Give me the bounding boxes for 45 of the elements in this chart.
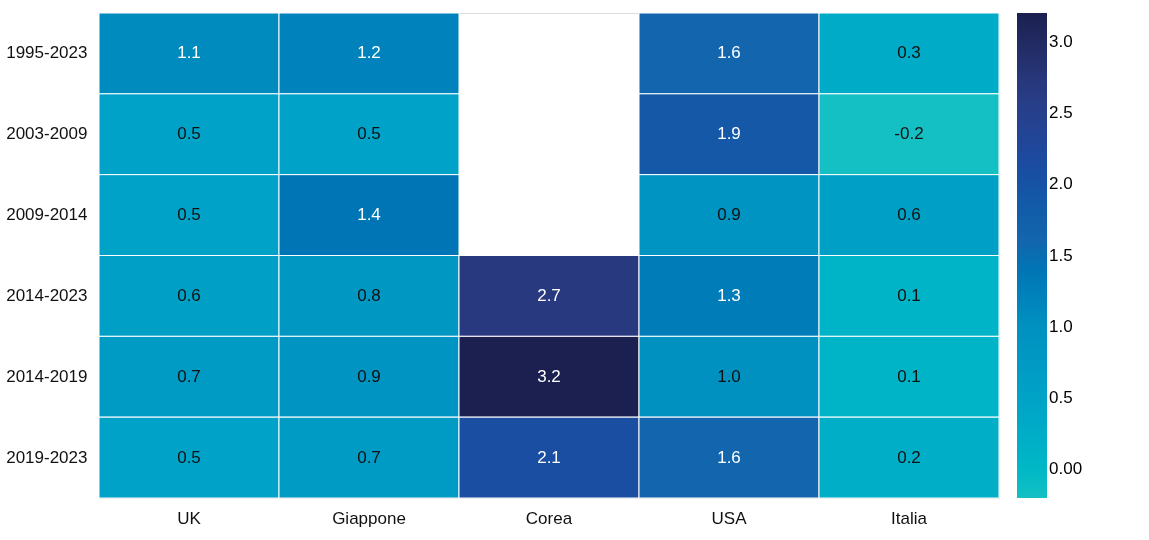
x-tick-label: Giappone: [332, 508, 406, 528]
data-label: 0.9: [357, 366, 381, 386]
data-label: 0.1: [897, 366, 921, 386]
data-label: 0.5: [177, 447, 201, 467]
x-tick-label: Corea: [525, 508, 573, 528]
y-tick-label: 2003-2009: [6, 124, 88, 144]
data-label: -0.2: [894, 124, 924, 144]
color-bar-label: 1.5: [1049, 245, 1073, 265]
x-tick-label: UK: [177, 508, 202, 528]
data-label: 1.6: [717, 447, 741, 467]
y-tick-label: 1995-2023: [6, 43, 88, 63]
data-label: 1.2: [357, 43, 381, 63]
data-label: 1.6: [717, 43, 741, 63]
data-label: 0.6: [897, 205, 921, 225]
data-label: 0.3: [897, 43, 921, 63]
data-label: 1.4: [357, 205, 381, 225]
y-tick-label: 2009-2014: [6, 205, 88, 225]
data-label: 0.8: [357, 285, 381, 305]
x-tick-label: USA: [711, 508, 748, 528]
data-label: 0.9: [717, 205, 741, 225]
data-label: 3.2: [537, 366, 561, 386]
color-bar-label: 0.00: [1049, 459, 1083, 479]
data-label: 1.3: [717, 285, 741, 305]
color-bar-label: 3.0: [1049, 31, 1073, 51]
data-label: 1.0: [717, 366, 741, 386]
color-bar-label: 0.5: [1049, 388, 1073, 408]
data-label: 0.6: [177, 285, 201, 305]
data-label: 0.5: [177, 205, 201, 225]
data-label: 2.1: [537, 447, 561, 467]
data-label: 2.7: [537, 285, 561, 305]
x-tick-label: Italia: [891, 508, 928, 528]
color-bar-label: 2.5: [1049, 102, 1073, 122]
y-tick-label: 2014-2023: [6, 285, 88, 305]
data-label: 0.5: [357, 124, 381, 144]
y-tick-label: 2014-2019: [6, 366, 88, 386]
data-label: 0.1: [897, 285, 921, 305]
data-label: 0.7: [357, 447, 381, 467]
y-tick-label: 2019-2023: [6, 447, 88, 467]
color-bar-label: 2.0: [1049, 174, 1073, 194]
data-label: 1.1: [177, 43, 201, 63]
data-label: 0.2: [897, 447, 921, 467]
color-bar-label: 1.0: [1049, 316, 1073, 336]
data-label: 1.9: [717, 124, 741, 144]
data-label: 0.5: [177, 124, 201, 144]
data-label: 0.7: [177, 366, 201, 386]
